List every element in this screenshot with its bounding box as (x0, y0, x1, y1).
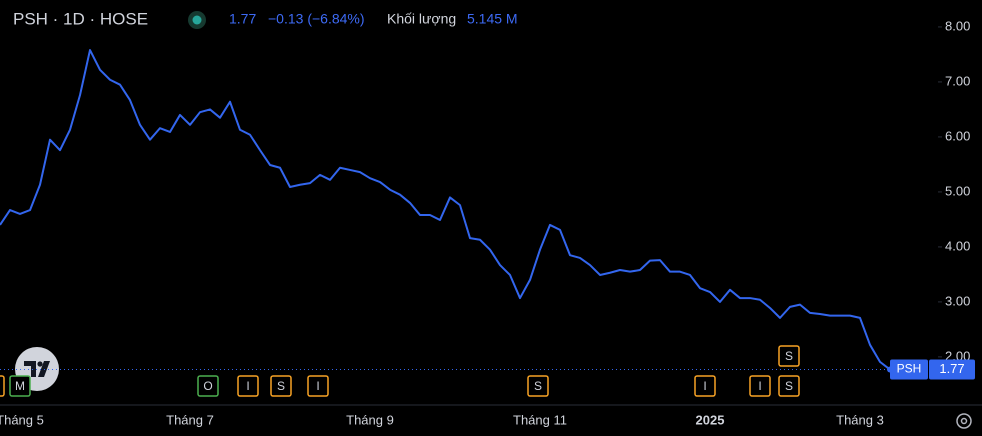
x-tick-label: Tháng 9 (346, 412, 394, 427)
event-label: I (703, 379, 706, 393)
chart-title: PSH · 1D · HOSE (13, 9, 148, 28)
price-badge (929, 359, 975, 380)
event-label: S (534, 379, 542, 393)
event-label: I (316, 379, 319, 393)
y-tick-label: 5.00 (945, 183, 970, 198)
event-marker (694, 375, 716, 397)
x-tick-label: Tháng 3 (836, 412, 884, 427)
event-label: I (246, 379, 249, 393)
event-marker (270, 375, 292, 397)
event-marker (197, 375, 219, 397)
last-price: 1.77 (229, 11, 256, 27)
symbol-badge (890, 359, 928, 380)
event-label: M (15, 379, 25, 393)
event-marker (237, 375, 259, 397)
y-tick-label: 6.00 (945, 128, 970, 143)
price-line (0, 49, 891, 371)
y-tick-label: 3.00 (945, 293, 970, 308)
y-tick-label: 4.00 (945, 238, 970, 253)
volume-value: 5.145 M (467, 11, 518, 27)
y-tick-label: 7.00 (945, 73, 970, 88)
status-dot (192, 15, 202, 25)
settings-icon[interactable] (956, 413, 972, 429)
x-tick-label: Tháng 11 (513, 412, 567, 427)
price-badge-label: 1.77 (939, 361, 964, 376)
event-marker (527, 375, 549, 397)
event-label: S (785, 379, 793, 393)
event-marker (778, 375, 800, 397)
x-tick-label: Tháng 7 (166, 412, 214, 427)
y-tick-label: 8.00 (945, 18, 970, 33)
volume-label: Khối lượng (387, 11, 456, 27)
symbol-label: PSH (897, 362, 922, 376)
event-marker (9, 375, 31, 397)
x-tick-label: Tháng 5 (0, 412, 44, 427)
event-label: O (203, 379, 212, 393)
event-marker (0, 375, 5, 397)
event-marker (778, 345, 800, 367)
event-label: S (785, 349, 793, 363)
event-marker (307, 375, 329, 397)
event-label: S (277, 379, 285, 393)
event-marker (749, 375, 771, 397)
x-tick-label: 2025 (696, 412, 725, 427)
price-change: −0.13 (−6.84%) (268, 11, 365, 27)
event-label: I (758, 379, 761, 393)
